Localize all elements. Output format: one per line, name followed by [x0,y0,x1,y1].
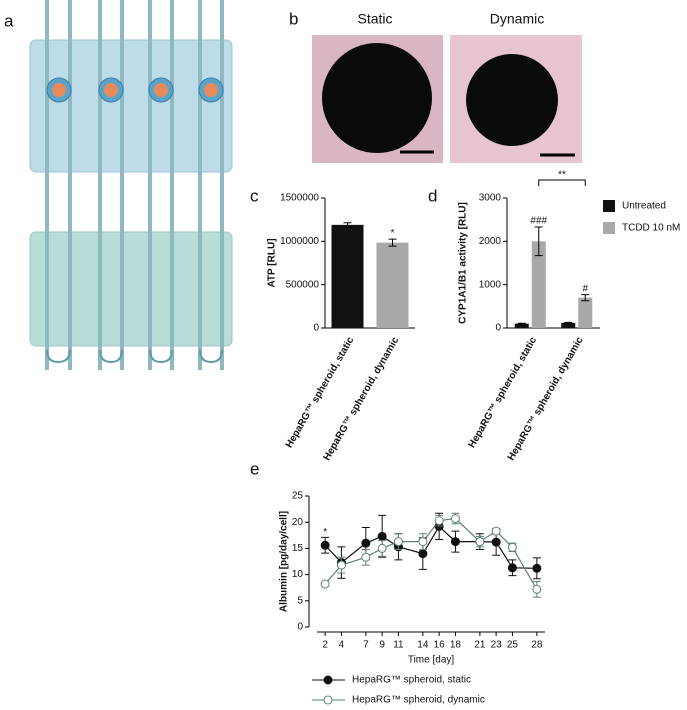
x-tick-label: 18 [450,640,462,651]
device-top [29,39,233,173]
data-point [450,537,460,547]
legend-marker [323,675,333,685]
data-point [393,537,403,547]
x-tick-label: 11 [393,640,404,651]
legend-label: TCDD 10 nM [622,223,680,234]
annotation: ** [558,170,566,181]
annotation: ### [530,216,547,227]
spheroid-dynamic [466,54,558,146]
bar [514,323,529,328]
data-point [434,516,444,526]
y-tick-label: 0 [313,323,319,334]
y-axis-label: ATP [RLU] [267,238,278,287]
error-bar [564,321,573,324]
y-axis-label: CYP1A1/B1 activity [RLU] [458,202,469,324]
panel-label: a [4,11,14,30]
data-point [532,584,542,594]
x-tick-label: 21 [474,640,486,651]
y-tick-label: 10 [292,569,304,580]
x-tick-label: 16 [434,640,446,651]
x-tick-label: 14 [417,640,429,651]
x-tick-label: 2 [322,640,328,651]
legend-label: HepaRG™ spheroid, dynamic [352,695,485,706]
y-tick-label: 5 [297,595,303,606]
panel-label: d [428,186,437,205]
x-tick-label: 28 [531,640,543,651]
data-point [491,526,501,536]
annotation: * [391,228,395,239]
error-bar [343,222,352,228]
y-tick-label: 500000 [286,279,320,290]
data-point [507,563,517,573]
x-tick-label: HepaRG™ spheroid, dynamic [322,335,402,463]
bar [561,322,576,328]
y-tick-label: 25 [292,491,304,502]
error-bar [388,238,397,247]
annotation: # [582,283,588,294]
y-tick-label: 1000000 [280,236,319,247]
y-tick-label: 3000 [479,193,502,204]
legend-label: Untreated [622,201,666,212]
micrographs: Static Dynamic [312,11,582,163]
device-schematic [29,0,233,370]
panel-label: b [289,9,298,28]
y-axis-label: Albumin [pg/day/cell] [279,511,290,612]
series-line [324,517,538,590]
image-title: Static [357,11,392,27]
data-point [336,560,346,570]
panel-label: e [250,459,259,478]
x-tick-label: 7 [363,640,369,651]
error-bar [534,226,543,257]
legend-label: HepaRG™ spheroid, static [352,675,471,686]
data-point [320,579,330,589]
y-tick-label: 1000 [479,279,502,290]
significance-bracket [538,179,586,186]
legend-marker [323,695,333,705]
y-tick-label: 0 [495,323,501,334]
data-point [475,537,485,547]
error-bar [517,322,526,325]
y-tick-label: 0 [297,622,303,633]
x-tick-label: 9 [379,640,385,651]
legend-swatch [603,200,615,212]
bar [578,297,593,328]
data-point [491,537,501,547]
data-point [507,542,517,552]
data-point [361,538,371,548]
data-point [320,540,330,550]
bar [531,241,546,328]
y-tick-label: 2000 [479,236,502,247]
tube-loops [46,349,223,364]
data-point [377,543,387,553]
legend-swatch [603,222,615,234]
spheroid-static [322,43,432,153]
y-tick-label: 20 [292,517,304,528]
tubes [45,0,224,370]
annotation: * [323,527,327,538]
image-title: Dynamic [490,11,544,27]
bar [376,242,409,328]
bar [331,224,364,328]
x-tick-label: 23 [491,640,503,651]
data-point [361,552,371,562]
error-bar [581,294,590,302]
panel-label: c [250,186,259,205]
y-tick-label: 15 [292,543,304,554]
data-point [377,531,387,541]
series-line [324,525,537,569]
device-bottom [29,231,233,347]
data-point [450,514,460,524]
data-point [418,537,428,547]
data-point [532,563,542,573]
x-axis-label: Time [day] [408,655,455,666]
spheroids [52,83,218,97]
y-tick-label: 1500000 [280,193,319,204]
x-tick-label: 25 [507,640,519,651]
data-point [418,549,428,559]
x-tick-label: 4 [339,640,345,651]
